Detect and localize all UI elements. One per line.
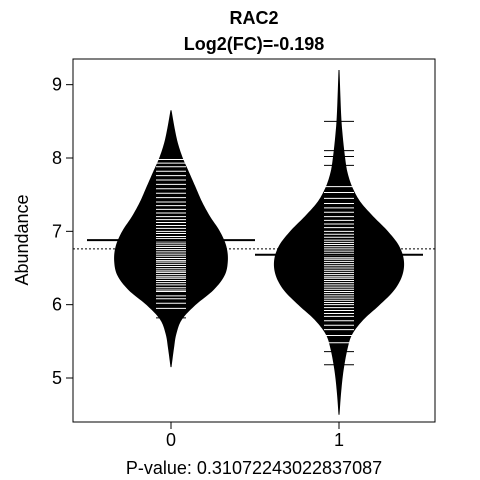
- x-tick-label: 0: [166, 430, 176, 450]
- y-axis: 5 6 7 8 9: [52, 75, 74, 388]
- y-tick-label: 7: [52, 221, 62, 241]
- y-axis-label: Abundance: [12, 194, 32, 285]
- chart-title: RAC2: [229, 8, 278, 28]
- y-tick-label: 5: [52, 368, 62, 388]
- plot-layer: [73, 69, 435, 415]
- y-tick-label: 9: [52, 75, 62, 95]
- y-tick-label: 6: [52, 295, 62, 315]
- x-axis-label: P-value: 0.31072243022837087: [126, 458, 382, 478]
- y-tick-label: 8: [52, 148, 62, 168]
- chart-subtitle: Log2(FC)=-0.198: [184, 34, 325, 54]
- x-tick-label: 1: [334, 430, 344, 450]
